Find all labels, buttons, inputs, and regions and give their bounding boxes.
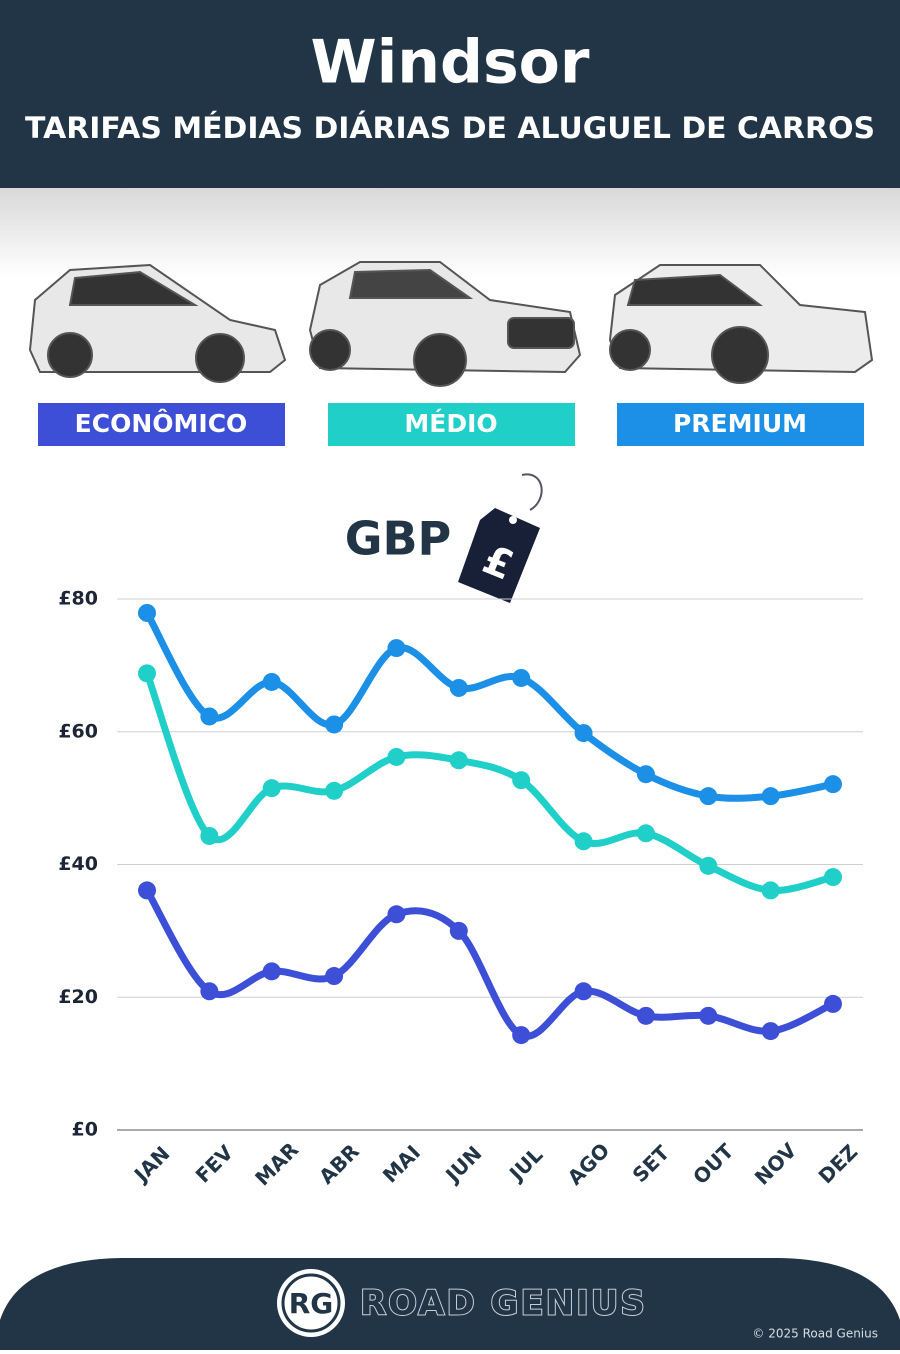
- data-point: [636, 1006, 655, 1025]
- x-tick-label: OUT: [688, 1139, 738, 1189]
- x-tick-label: JAN: [128, 1141, 174, 1187]
- data-point: [138, 664, 156, 683]
- data-point: [512, 1026, 531, 1045]
- data-point: [325, 715, 344, 734]
- y-tick-label: £0: [72, 1119, 98, 1141]
- data-point: [512, 668, 531, 687]
- logo-circle: [277, 1269, 345, 1337]
- legend: ECONÔMICO MÉDIO PREMIUM: [38, 403, 864, 446]
- data-point: [138, 881, 156, 900]
- y-tick-label: £20: [58, 986, 98, 1008]
- data-point: [449, 678, 468, 697]
- y-tick-label: £80: [58, 588, 98, 610]
- legend-label: PREMIUM: [673, 409, 807, 438]
- data-point: [636, 765, 655, 784]
- x-tick-label: MAI: [378, 1140, 425, 1187]
- data-point: [325, 781, 344, 800]
- series-line: [143, 669, 837, 894]
- logo-text: RG: [289, 1287, 334, 1320]
- data-point: [262, 779, 281, 798]
- car-economy: [28, 263, 287, 383]
- data-point: [636, 824, 655, 843]
- data-point: [574, 982, 593, 1001]
- data-point: [512, 771, 531, 790]
- subtitle: TARIFAS MÉDIAS DIÁRIAS DE ALUGUEL DE CAR…: [25, 111, 875, 145]
- legend-swatch: [38, 403, 285, 446]
- data-point: [262, 962, 281, 981]
- data-point: [262, 672, 281, 691]
- x-tick-label: JUL: [503, 1142, 547, 1186]
- y-tick-label: £40: [58, 853, 98, 875]
- data-point: [325, 967, 344, 986]
- data-point: [824, 775, 842, 794]
- header-bg: [0, 0, 900, 188]
- data-point: [699, 1006, 718, 1025]
- x-tick-label: NOV: [750, 1138, 802, 1190]
- currency-label: GBP: [345, 512, 452, 566]
- legend-swatch: [328, 403, 575, 446]
- legend-swatch: [617, 403, 864, 446]
- x-tick-label: MAR: [250, 1138, 303, 1191]
- plot: £0 £20 £40 £60 £80 JAN FEV MAR ABR MAI JUN JUL AGO SE…: [58, 588, 863, 1191]
- footer-bg: [0, 1258, 900, 1350]
- data-point: [200, 982, 219, 1001]
- data-point: [138, 603, 156, 622]
- data-point: [699, 856, 718, 875]
- data-point: [200, 707, 219, 726]
- series-line: [143, 609, 837, 802]
- data-point: [387, 905, 406, 924]
- data-point: [574, 832, 593, 851]
- x-tick-label: DEZ: [814, 1140, 863, 1189]
- header-shadow: [0, 188, 900, 278]
- logo-ring: [281, 1273, 341, 1333]
- data-point: [761, 787, 780, 806]
- copyright: © 2025 Road Genius: [752, 1327, 878, 1341]
- legend-label: MÉDIO: [404, 409, 497, 438]
- brand-name: ROAD GENIUS: [360, 1284, 647, 1324]
- x-tick-label: JUN: [440, 1141, 487, 1188]
- data-point: [387, 747, 406, 766]
- title: Windsor: [311, 28, 590, 98]
- series-line: [143, 886, 837, 1040]
- data-point: [200, 826, 219, 845]
- data-point: [761, 881, 780, 900]
- data-point: [824, 868, 842, 887]
- x-tick-label: AGO: [563, 1138, 615, 1190]
- data-point: [574, 724, 593, 743]
- x-tick-label: FEV: [191, 1140, 239, 1188]
- price-tag: £: [458, 473, 543, 603]
- data-point: [387, 639, 406, 658]
- data-point: [761, 1022, 780, 1041]
- data-point: [699, 787, 718, 806]
- data-point: [449, 921, 468, 940]
- data-point: [449, 751, 468, 770]
- x-tick-label: SET: [628, 1140, 675, 1187]
- car-premium: [608, 264, 874, 384]
- x-tick-label: ABR: [314, 1139, 364, 1189]
- y-tick-label: £60: [58, 720, 98, 742]
- data-point: [824, 994, 842, 1013]
- legend-label: ECONÔMICO: [75, 408, 248, 438]
- car-medium: [308, 261, 582, 387]
